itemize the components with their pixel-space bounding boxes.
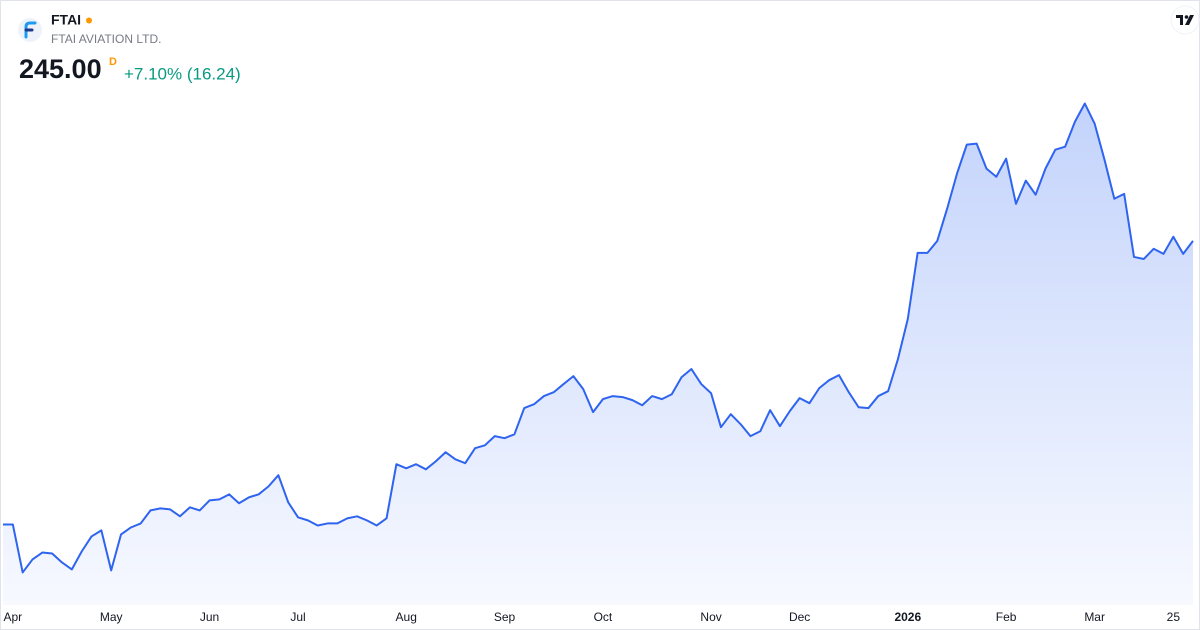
x-tick-label: 25 <box>1167 610 1181 624</box>
x-tick-label: Feb <box>996 610 1017 624</box>
company-name: FTAI AVIATION LTD. <box>51 32 161 46</box>
x-tick-label: 2026 <box>894 610 921 624</box>
x-tick-label: Jul <box>290 610 305 624</box>
symbol-logo <box>18 18 42 42</box>
x-tick-label: Oct <box>594 610 613 624</box>
price: 245.00 <box>19 54 102 84</box>
x-tick-label: Aug <box>396 610 417 624</box>
x-tick-label: Nov <box>700 610 721 624</box>
plot-area <box>3 102 1194 605</box>
x-tick-label: Mar <box>1084 610 1105 624</box>
brand-logo <box>1170 5 1200 35</box>
x-tick-label: Sep <box>494 610 516 624</box>
status-dot <box>86 17 92 24</box>
x-tick-label: Jun <box>200 610 219 624</box>
price-line <box>3 102 1194 574</box>
symbol: FTAI <box>51 12 81 28</box>
price-marker: D <box>109 56 117 68</box>
x-tick-label: Dec <box>789 610 810 624</box>
x-tick-label: May <box>100 610 123 624</box>
area-fill <box>3 103 1193 605</box>
x-tick-label: Apr <box>3 610 22 624</box>
price-change: +7.10% (16.24) <box>124 64 241 83</box>
